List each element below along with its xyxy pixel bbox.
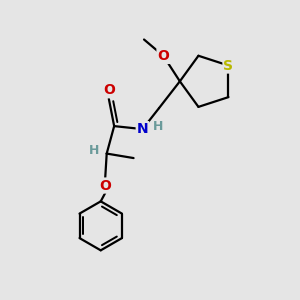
Text: O: O [158, 49, 169, 63]
Text: O: O [99, 178, 111, 193]
Text: S: S [224, 58, 233, 73]
Text: H: H [89, 143, 99, 157]
Text: N: N [137, 122, 148, 136]
Text: H: H [153, 120, 163, 133]
Text: O: O [103, 83, 115, 97]
